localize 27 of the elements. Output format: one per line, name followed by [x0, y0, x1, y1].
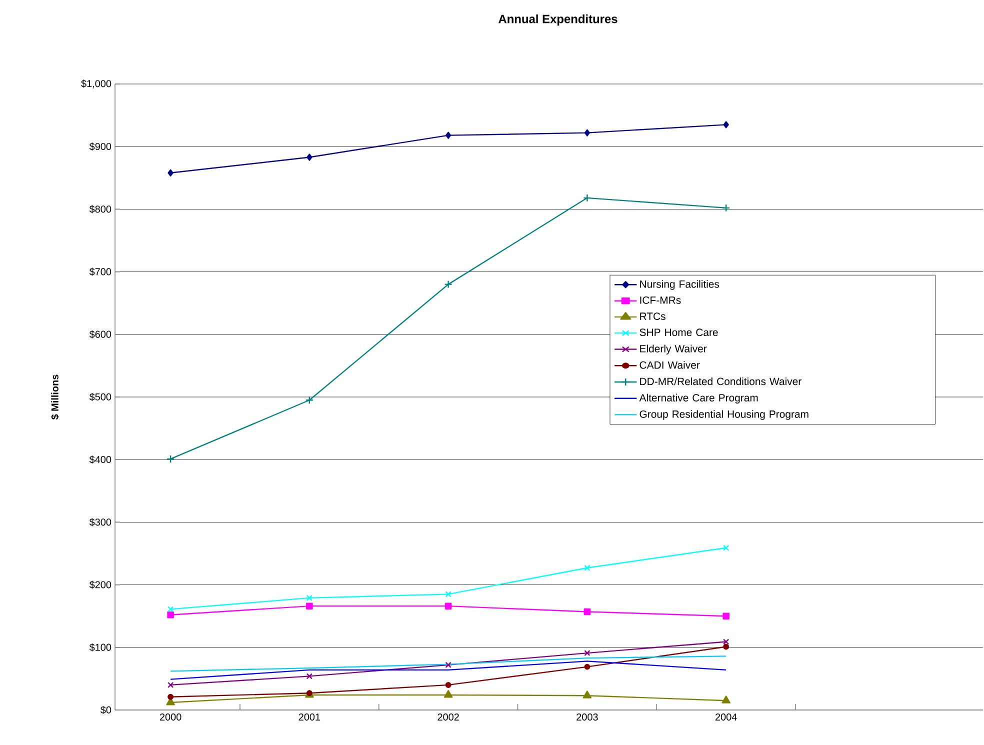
y-tick-label: $200	[89, 580, 112, 589]
x-tick-label: 2000	[160, 714, 182, 721]
x-tick-label: 2004	[716, 714, 737, 721]
y-tick-label: $700	[89, 268, 112, 276]
y-tick-label: $900	[89, 142, 112, 151]
y-tick-label: $100	[89, 643, 112, 652]
legend-label: RTCs	[640, 312, 666, 320]
y-axis-title: $ Millions	[50, 374, 60, 420]
y-tick-label: $600	[89, 330, 112, 338]
legend-label: Group Residential Housing Program	[640, 410, 808, 420]
y-tick-label: $400	[89, 456, 112, 464]
y-tick-label: $1,000	[81, 80, 112, 88]
y-tick-label: $800	[89, 205, 112, 214]
y-tick-label: $500	[89, 392, 112, 402]
legend-label: Nursing Facilities	[640, 280, 720, 290]
legend-label: Elderly Waiver	[640, 344, 707, 354]
legend-label: ICF-MRs	[640, 296, 681, 304]
x-tick-label: 2002	[438, 714, 459, 721]
legend-label: SHP Home Care	[640, 328, 718, 336]
legend-label: DD-MR/Related Conditions Waiver	[640, 377, 802, 386]
x-tick-label: 2003	[576, 714, 598, 721]
legend-label: Alternative Care Program	[639, 394, 758, 404]
x-tick-label: 2001	[298, 714, 320, 721]
y-tick-label: $300	[89, 518, 112, 526]
legend-label: CADI Waiver	[640, 361, 700, 369]
chart-title: Annual Expenditures	[498, 14, 618, 26]
y-tick-label: $0	[100, 706, 112, 714]
